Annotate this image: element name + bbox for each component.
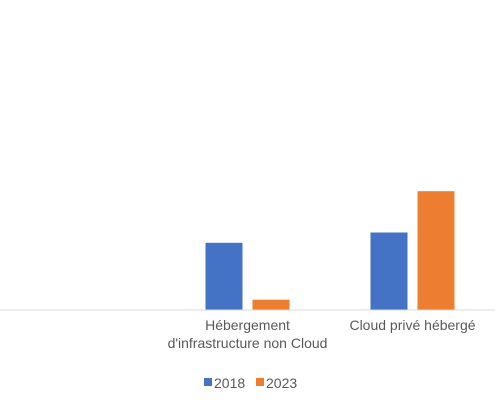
category-labels: Hébergement d'infrastructure non Cloud Clo…: [168, 317, 476, 351]
category-label-2: Cloud privé hébergé: [349, 317, 475, 333]
legend-label-2018: 2018: [214, 375, 245, 391]
bar-2023-cat-1: [252, 299, 290, 310]
category-label-line: Hébergement: [205, 317, 290, 333]
bars-group: [205, 191, 455, 310]
legend-swatch-2023: [256, 378, 264, 386]
category-label-1: Hébergement d'infrastructure non Cloud: [168, 317, 328, 351]
bar-2018-cat-1: [205, 242, 243, 310]
legend-swatch-2018: [204, 378, 212, 386]
bar-2023-cat-2: [417, 191, 455, 310]
legend-label-2023: 2023: [266, 375, 297, 391]
bar-2018-cat-2: [370, 232, 408, 310]
category-label-line: Cloud privé hébergé: [349, 317, 475, 333]
legend: 2018 2023: [204, 375, 297, 391]
category-label-line: d'infrastructure non Cloud: [168, 335, 328, 351]
